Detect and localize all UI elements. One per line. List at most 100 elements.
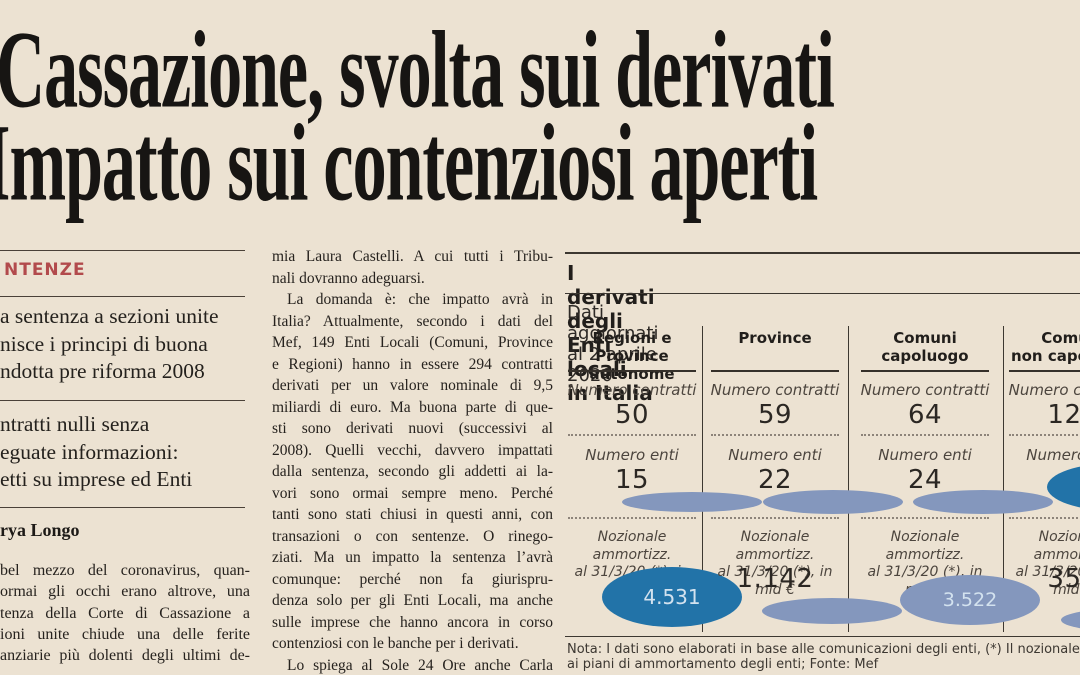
article-line: ioni unite chiude una delle ferite xyxy=(0,625,250,643)
standfirst-line: ndotta pre riforma 2008 xyxy=(0,359,205,383)
dotted-divider xyxy=(568,434,696,436)
value-entities: 22 xyxy=(757,465,793,495)
headline-line-1: Cassazione, svolta sui derivati xyxy=(0,7,835,131)
divider xyxy=(861,370,989,372)
article-line: Mef, 149 Enti Locali (Comuni, Province xyxy=(272,334,553,351)
standfirst-line: a sentenza a sezioni unite xyxy=(0,304,219,328)
row-label-contracts: Numero contratti xyxy=(567,381,697,399)
article-line: sti sono derivati nuovi (successivi al xyxy=(272,420,553,437)
standfirst-2: ntratti nulli senza eguate informazioni:… xyxy=(0,411,255,494)
divider xyxy=(0,507,245,508)
article-line: comunque: perché non fa giurispru- xyxy=(272,570,553,588)
bubble-entities xyxy=(913,490,1053,514)
article-line: denza solo per gli Enti Locali, ma anche xyxy=(272,592,553,609)
column-header: Comuni capoluogo xyxy=(881,329,969,365)
dotted-divider xyxy=(1009,434,1080,436)
dotted-divider xyxy=(568,517,696,519)
value-contracts: 64 xyxy=(907,400,943,430)
section-kicker: NTENZE xyxy=(4,260,86,280)
value-notional: 1.142 xyxy=(736,564,814,594)
byline: rya Longo xyxy=(0,520,80,540)
standfirst-line: ntratti nulli senza xyxy=(0,412,150,436)
article-line: miliardi di euro. Ma buona parte di que- xyxy=(272,398,553,416)
column-divider xyxy=(1003,326,1004,632)
value-notional: 3.522 xyxy=(942,589,998,611)
article-line: La domanda è: che impatto avrà in xyxy=(287,291,553,308)
standfirst-line: nisce i principi di buona xyxy=(0,331,208,356)
divider xyxy=(1009,370,1080,372)
bubble-notional xyxy=(1061,608,1080,632)
article-line: Italia? Attualmente, secondo i dati del xyxy=(272,312,553,330)
column-header: Province xyxy=(738,329,812,347)
dotted-divider xyxy=(1009,517,1080,519)
bubble-entities: 88 xyxy=(1047,463,1080,511)
bubble-entities xyxy=(763,490,903,514)
bubble-notional: 3.522 xyxy=(900,575,1040,625)
article-line: ziati. Ma un impatto la sentenza l’avrà xyxy=(272,549,553,566)
row-label-contracts: Numero contratti xyxy=(1008,381,1080,399)
divider xyxy=(565,252,1080,254)
article-line: mia Laura Castelli. A cui tutti i Tribu- xyxy=(272,248,553,265)
value-contracts: 50 xyxy=(614,400,650,430)
article-line: nali dovranno adeguarsi. xyxy=(272,269,425,287)
article-intro: bel mezzo del coronavirus, quan- ormai g… xyxy=(0,560,250,666)
row-label-contracts: Numero contratti xyxy=(860,381,990,399)
bubble-entities xyxy=(622,492,762,512)
article-line: anziarie più dolenti degli ultimi de- xyxy=(0,647,250,665)
article-column: mia Laura Castelli. A cui tutti i Tribu-… xyxy=(272,246,553,675)
row-label-entities: Numero enti xyxy=(878,446,972,464)
dotted-divider xyxy=(861,517,989,519)
value-contracts: 59 xyxy=(757,400,793,430)
value-notional: 354 xyxy=(1047,564,1080,594)
article-line: tanti sono stati chiusi in questi anni, … xyxy=(272,506,553,523)
column-divider xyxy=(848,326,849,632)
article-line: vori sono ormai sempre meno. Perché xyxy=(272,484,553,502)
standfirst-line: etti su imprese ed Enti xyxy=(0,467,193,491)
standfirst-line: eguate informazioni: xyxy=(0,439,179,464)
infographic-subtitle: Dati aggiornati al 2 aprile 2020 xyxy=(567,302,659,386)
divider xyxy=(565,636,1080,637)
article-line: contenziosi con le banche per i derivati… xyxy=(272,635,519,652)
article-line: ormai gli occhi erano altrove, una xyxy=(0,583,250,601)
divider xyxy=(565,293,1080,294)
standfirst-1: a sentenza a sezioni unite nisce i princ… xyxy=(0,303,255,386)
divider xyxy=(0,250,245,251)
dotted-divider xyxy=(861,434,989,436)
value-contracts: 121 xyxy=(1047,400,1080,430)
value-entities: 24 xyxy=(907,465,943,495)
value-entities: 15 xyxy=(614,465,650,495)
value-notional: 4.531 xyxy=(643,585,701,609)
column-header: Regioni e Province autonome xyxy=(589,329,675,383)
data-column-province: Province Numero contratti 59 Numero enti… xyxy=(705,0,903,675)
divider xyxy=(711,370,839,372)
row-label-contracts: Numero contratti xyxy=(710,381,840,399)
dotted-divider xyxy=(711,434,839,436)
row-label-entities: Numero enti xyxy=(585,446,679,464)
divider xyxy=(0,400,245,401)
article-line: dalla sentenza, secondo gli addetti ai l… xyxy=(272,463,553,480)
divider xyxy=(0,296,245,297)
article-line: bel mezzo del coronavirus, quan- xyxy=(0,562,250,579)
note-line: ai piani di ammortamento degli enti; Fon… xyxy=(567,657,879,672)
article-line: derivati per un valore nominale di 9,5 xyxy=(272,377,553,394)
data-column-comuni-non-capoluogo: Comuni non capoluogo Numero contratti 12… xyxy=(1003,0,1080,675)
bubble-notional xyxy=(762,598,902,624)
headline-line-2: Impatto sui contenziosi aperti xyxy=(0,100,818,224)
column-divider xyxy=(702,326,703,632)
bubble-notional: 4.531 xyxy=(602,567,742,627)
data-column-comuni-capoluogo: Comuni capoluogo Numero contratti 64 Num… xyxy=(855,0,1053,675)
data-column-regioni: Regioni e Province autonome Numero contr… xyxy=(562,0,762,675)
article-line: tenza della Corte di Cassazione a xyxy=(0,604,250,622)
article-line: e Regioni) hanno in essere 294 contratti xyxy=(272,355,553,373)
row-label-entities: Numero enti xyxy=(1026,446,1080,464)
note-line: Nota: I dati sono elaborati in base alle… xyxy=(567,642,1080,657)
column-header: Comuni non capoluogo xyxy=(1010,329,1080,365)
article-line: Lo spiega al Sole 24 Ore anche Carla xyxy=(287,656,553,674)
row-label-notional: Nozionale ammortizz. al 31/3/20 (*), in … xyxy=(1015,529,1080,598)
infographic-title: I derivati degli Enti locali in Italia xyxy=(567,261,655,405)
article-line: sulle imprese che hanno ancora in corso xyxy=(272,613,553,631)
divider xyxy=(568,370,696,372)
article-line: transazioni o con sentenze. O rinego- xyxy=(272,527,553,545)
row-label-entities: Numero enti xyxy=(728,446,822,464)
